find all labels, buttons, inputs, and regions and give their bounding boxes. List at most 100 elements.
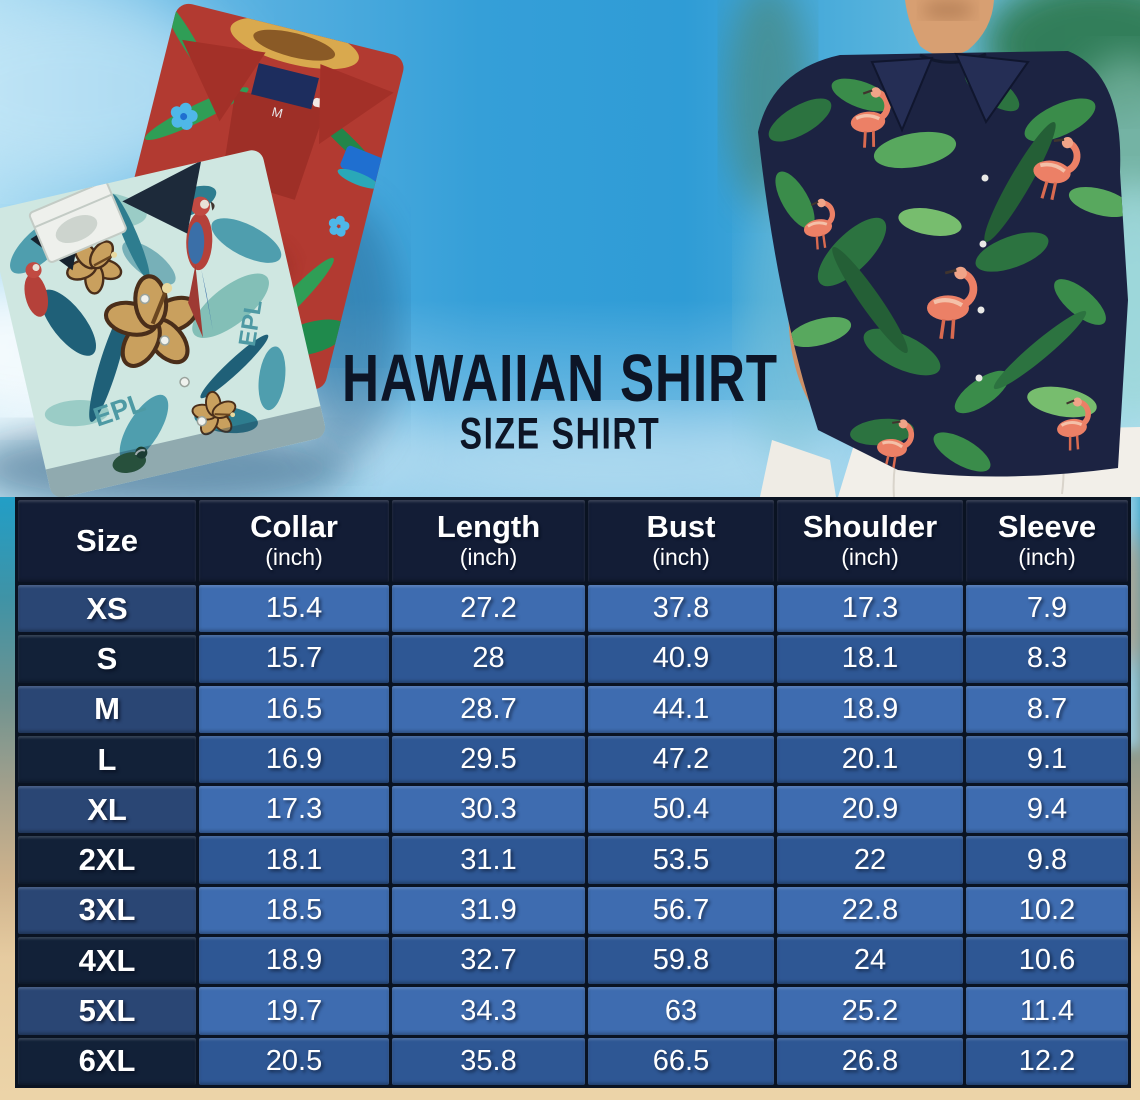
value-cell: 20.9 <box>777 786 963 834</box>
value-cell: 59.8 <box>588 937 774 985</box>
macaw-parrot <box>186 196 215 338</box>
table-row: 5XL 19.7 34.3 63 25.2 11.4 <box>18 987 1128 1035</box>
size-cell: 5XL <box>18 987 196 1035</box>
value-cell: 26.8 <box>777 1037 963 1085</box>
teal-shirt-fold-edge <box>45 406 328 497</box>
shirt-collar-left <box>870 56 934 133</box>
size-cell: L <box>18 735 196 784</box>
value-cell: 16.9 <box>199 735 389 784</box>
value-cell: 10.6 <box>966 937 1128 985</box>
value-cell: 10.2 <box>966 886 1128 935</box>
value-cell: 25.2 <box>777 987 963 1035</box>
header-cell-size: Size <box>18 500 196 582</box>
table-row: XS 15.4 27.2 37.8 17.3 7.9 <box>18 585 1128 633</box>
value-cell: 20.1 <box>777 735 963 784</box>
teal-shirt-collar <box>122 160 202 234</box>
table-header-row: Size Collar (inch) Length (inch) Bust (i… <box>18 500 1128 582</box>
value-cell: 22.8 <box>777 886 963 935</box>
table-row: L 16.9 29.5 47.2 20.1 9.1 <box>18 735 1128 784</box>
green-bird <box>112 446 148 474</box>
value-cell: 37.8 <box>588 585 774 633</box>
value-cell: 7.9 <box>966 585 1128 633</box>
size-cell: 2XL <box>18 836 196 884</box>
value-cell: 53.5 <box>588 836 774 884</box>
table-row: XL 17.3 30.3 50.4 20.9 9.4 <box>18 786 1128 834</box>
red-shirt-collar-right <box>319 64 394 145</box>
table-row: 2XL 18.1 31.1 53.5 22 9.8 <box>18 836 1128 884</box>
value-cell: 35.8 <box>392 1037 585 1085</box>
hero-photo: M <box>0 0 1140 497</box>
value-cell: 40.9 <box>588 635 774 683</box>
value-cell: 28 <box>392 635 585 683</box>
value-cell: 29.5 <box>392 735 585 784</box>
red-shirt-collar-label <box>251 63 319 110</box>
value-cell: 18.9 <box>199 937 389 985</box>
page-title: HAWAIIAN SHIRT <box>342 340 778 416</box>
model-photo <box>758 0 1140 497</box>
table-row: 6XL 20.5 35.8 66.5 26.8 12.2 <box>18 1037 1128 1085</box>
headline: HAWAIIAN SHIRT SIZE SHIRT <box>300 340 820 459</box>
value-cell: 22 <box>777 836 963 884</box>
value-cell: 31.9 <box>392 886 585 935</box>
shirt-collar-right <box>954 52 1030 125</box>
value-cell: 66.5 <box>588 1037 774 1085</box>
size-cell: 6XL <box>18 1037 196 1085</box>
teal-shirt-buttons <box>139 293 208 427</box>
red-shirt-collar-left <box>182 39 266 122</box>
value-cell: 9.8 <box>966 836 1128 884</box>
value-cell: 24 <box>777 937 963 985</box>
value-cell: 47.2 <box>588 735 774 784</box>
value-cell: 9.4 <box>966 786 1128 834</box>
value-cell: 8.7 <box>966 685 1128 733</box>
size-cell: S <box>18 635 196 683</box>
value-cell: 44.1 <box>588 685 774 733</box>
value-cell: 63 <box>588 987 774 1035</box>
value-cell: 50.4 <box>588 786 774 834</box>
value-cell: 28.7 <box>392 685 585 733</box>
chin-shadow <box>922 1 974 19</box>
size-chart-table: Size Collar (inch) Length (inch) Bust (i… <box>15 497 1131 1088</box>
value-cell: 15.7 <box>199 635 389 683</box>
teal-shirt-pocket <box>28 180 127 263</box>
size-cell: XS <box>18 585 196 633</box>
value-cell: 15.4 <box>199 585 389 633</box>
value-cell: 8.3 <box>966 635 1128 683</box>
value-cell: 30.3 <box>392 786 585 834</box>
value-cell: 31.1 <box>392 836 585 884</box>
value-cell: 18.1 <box>199 836 389 884</box>
table-row: 3XL 18.5 31.9 56.7 22.8 10.2 <box>18 886 1128 935</box>
value-cell: 18.9 <box>777 685 963 733</box>
collar-size-tag: M <box>270 104 284 121</box>
value-cell: 19.7 <box>199 987 389 1035</box>
value-cell: 20.5 <box>199 1037 389 1085</box>
value-cell: 16.5 <box>199 685 389 733</box>
size-cell: 3XL <box>18 886 196 935</box>
teal-shirt-photo: EPL EPL <box>0 147 328 497</box>
size-cell: XL <box>18 786 196 834</box>
table-row: M 16.5 28.7 44.1 18.9 8.7 <box>18 685 1128 733</box>
value-cell: 17.3 <box>777 585 963 633</box>
table-row: S 15.7 28 40.9 18.1 8.3 <box>18 635 1128 683</box>
model-pants-left <box>760 440 836 497</box>
size-cell: 4XL <box>18 937 196 985</box>
page-subtitle: SIZE SHIRT <box>459 408 661 459</box>
header-cell-sleeve: Sleeve (inch) <box>966 500 1128 582</box>
value-cell: 18.1 <box>777 635 963 683</box>
header-cell-shoulder: Shoulder (inch) <box>777 500 963 582</box>
header-cell-bust: Bust (inch) <box>588 500 774 582</box>
header-cell-collar: Collar (inch) <box>199 500 389 582</box>
value-cell: 56.7 <box>588 886 774 935</box>
value-cell: 18.5 <box>199 886 389 935</box>
red-shirt-sleeve-logo-icon <box>337 145 386 189</box>
parrot-small <box>24 262 49 317</box>
table-row: 4XL 18.9 32.7 59.8 24 10.6 <box>18 937 1128 985</box>
value-cell: 9.1 <box>966 735 1128 784</box>
value-cell: 11.4 <box>966 987 1128 1035</box>
size-cell: M <box>18 685 196 733</box>
value-cell: 17.3 <box>199 786 389 834</box>
red-shirt-logo-oval-icon <box>253 29 336 61</box>
value-cell: 32.7 <box>392 937 585 985</box>
value-cell: 27.2 <box>392 585 585 633</box>
value-cell: 34.3 <box>392 987 585 1035</box>
